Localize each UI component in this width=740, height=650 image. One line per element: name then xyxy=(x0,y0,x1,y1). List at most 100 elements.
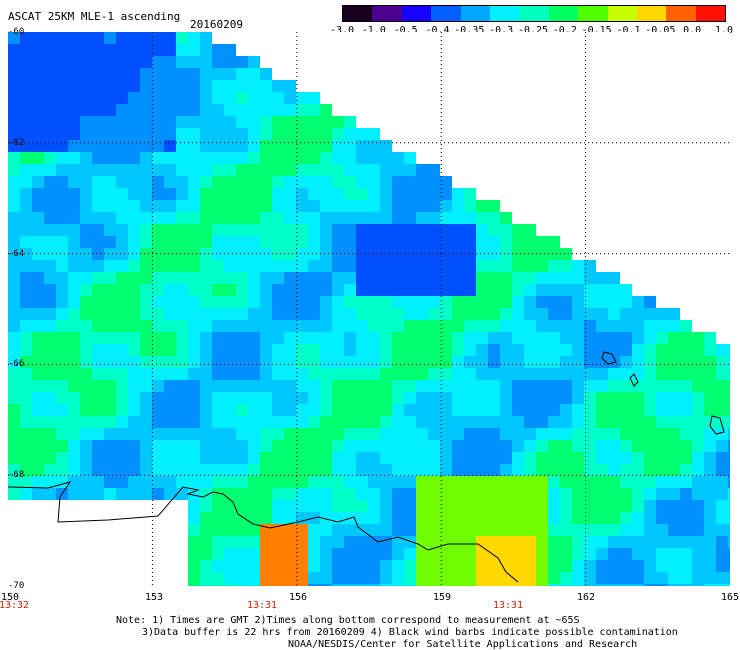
map-cell xyxy=(356,272,368,284)
map-cell xyxy=(620,320,632,332)
coastline-island xyxy=(601,351,725,435)
map-cell xyxy=(500,320,512,332)
map-cell xyxy=(272,248,284,260)
map-cell xyxy=(524,536,536,548)
map-cell xyxy=(356,452,368,464)
map-cell xyxy=(380,152,392,164)
map-cell xyxy=(368,344,380,356)
map-cell xyxy=(260,332,272,344)
map-cell xyxy=(512,404,524,416)
map-cell xyxy=(164,464,176,476)
map-cell xyxy=(140,284,152,296)
map-cell xyxy=(428,584,440,586)
map-cell xyxy=(104,260,116,272)
map-cell xyxy=(164,416,176,428)
map-cell xyxy=(440,404,452,416)
map-cell xyxy=(260,524,272,536)
colorbar-tick-label: -0.1 xyxy=(616,25,641,36)
map-cell xyxy=(68,80,80,92)
map-cell xyxy=(392,356,404,368)
map-cell xyxy=(524,524,536,536)
map-cell xyxy=(20,236,32,248)
map-cell xyxy=(236,224,248,236)
map-cell xyxy=(680,548,692,560)
map-cell xyxy=(452,188,464,200)
map-cell xyxy=(464,500,476,512)
map-cell xyxy=(140,200,152,212)
map-cell xyxy=(212,56,224,68)
map-cell xyxy=(632,536,644,548)
map-cell xyxy=(488,212,500,224)
map-cell xyxy=(488,356,500,368)
map-cell xyxy=(536,464,548,476)
map-cell xyxy=(260,284,272,296)
map-cell xyxy=(68,320,80,332)
map-cell xyxy=(368,452,380,464)
map-cell xyxy=(128,248,140,260)
map-cell xyxy=(188,176,200,188)
map-cell xyxy=(512,572,524,584)
map-cell xyxy=(512,332,524,344)
map-cell xyxy=(368,164,380,176)
map-cell xyxy=(8,368,20,380)
map-cell xyxy=(20,416,32,428)
map-cell xyxy=(152,284,164,296)
map-cell xyxy=(572,356,584,368)
map-cell xyxy=(272,272,284,284)
map-cell xyxy=(224,416,236,428)
map-cell xyxy=(56,68,68,80)
map-cell xyxy=(152,56,164,68)
map-cell xyxy=(416,500,428,512)
map-cell xyxy=(500,500,512,512)
map-cell xyxy=(572,296,584,308)
map-cell xyxy=(416,344,428,356)
map-cell xyxy=(164,440,176,452)
map-cell xyxy=(44,392,56,404)
map-cell xyxy=(464,308,476,320)
map-cell xyxy=(20,476,32,488)
map-cell xyxy=(524,428,536,440)
map-cell xyxy=(116,200,128,212)
map-cell xyxy=(200,356,212,368)
map-cell xyxy=(524,344,536,356)
map-cell xyxy=(68,104,80,116)
map-cell xyxy=(452,500,464,512)
map-cell xyxy=(8,488,20,500)
map-cell xyxy=(32,296,44,308)
map-cell xyxy=(308,284,320,296)
map-cell xyxy=(104,464,116,476)
map-cell xyxy=(104,176,116,188)
map-cell xyxy=(692,500,704,512)
map-cell xyxy=(596,404,608,416)
map-cell xyxy=(656,320,668,332)
map-cell xyxy=(296,464,308,476)
map-cell xyxy=(368,440,380,452)
map-cell xyxy=(428,320,440,332)
map-cell xyxy=(44,452,56,464)
map-cell xyxy=(92,116,104,128)
map-cell xyxy=(704,440,716,452)
map-cell xyxy=(284,452,296,464)
map-cell xyxy=(380,212,392,224)
map-cell xyxy=(356,368,368,380)
map-cell xyxy=(44,164,56,176)
map-cell xyxy=(548,452,560,464)
map-cell xyxy=(560,296,572,308)
map-cell xyxy=(716,392,728,404)
map-cell xyxy=(356,560,368,572)
map-cell xyxy=(308,440,320,452)
map-cell xyxy=(236,500,248,512)
map-cell xyxy=(104,56,116,68)
map-cell xyxy=(656,560,668,572)
map-cell xyxy=(668,548,680,560)
map-cell xyxy=(596,572,608,584)
map-cell xyxy=(632,584,644,586)
map-cell xyxy=(224,116,236,128)
map-cell xyxy=(308,560,320,572)
map-cell xyxy=(668,428,680,440)
map-cell xyxy=(140,452,152,464)
map-cell xyxy=(332,536,344,548)
map-cell xyxy=(392,332,404,344)
map-cell xyxy=(56,368,68,380)
map-cell xyxy=(704,464,716,476)
